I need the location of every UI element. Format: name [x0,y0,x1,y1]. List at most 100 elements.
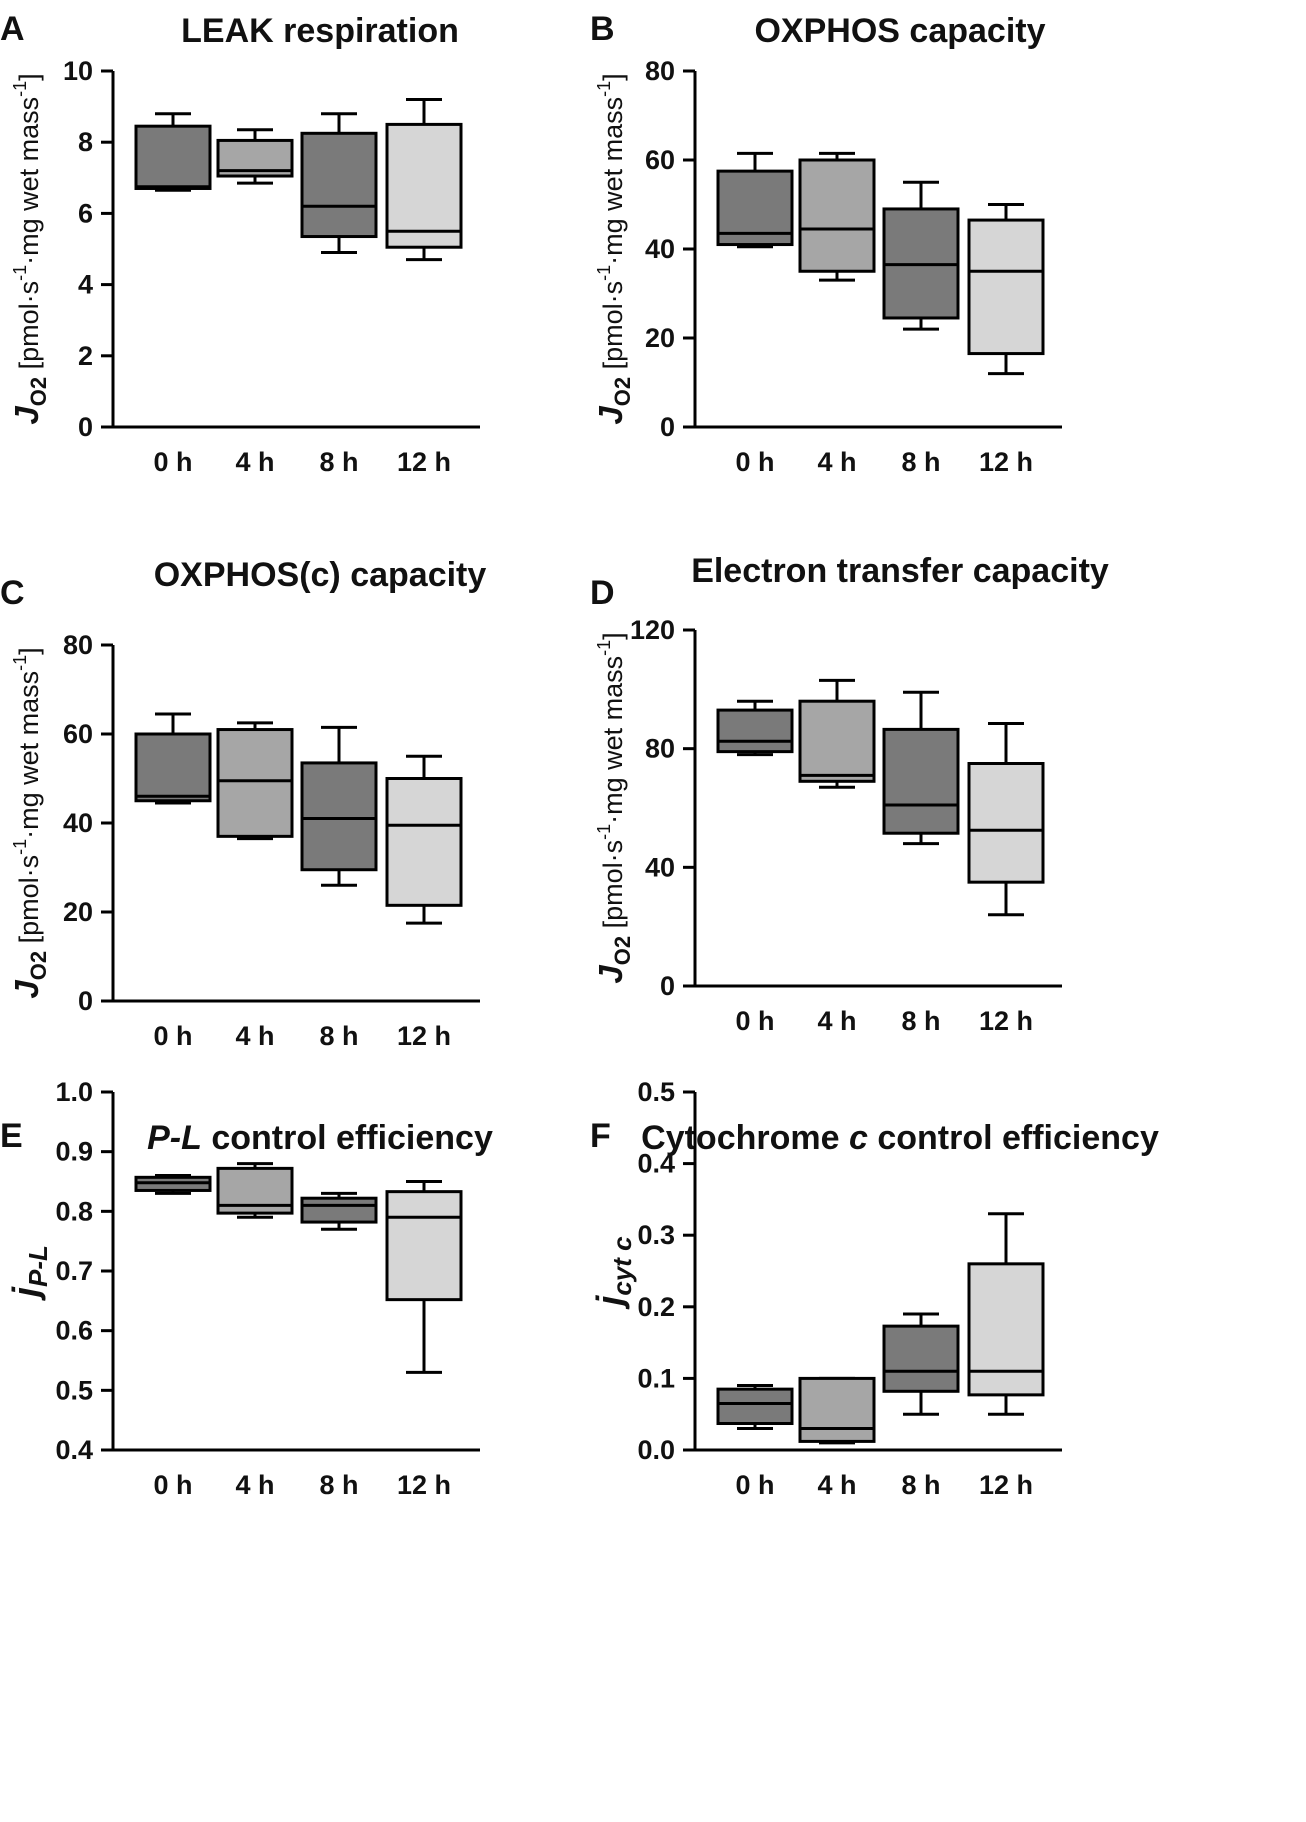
box-12h [967,721,1045,917]
y-tick-label: 0 [660,971,675,1001]
y-tick-label: 0.5 [637,1077,675,1107]
box-8h [882,180,960,331]
box-12h [385,1180,463,1374]
panel-b: B OXPHOS capacity 0 20 40 60 80 JO2 [pmol·s-1·m… [590,10,1062,477]
x-category-label: 4 h [817,1006,856,1036]
box-8h [300,112,378,255]
y-tick-label: 0 [660,412,675,442]
box-iqr [798,699,876,783]
panel-letter: B [590,10,615,48]
x-category-label: 4 h [817,447,856,477]
x-category-label: 8 h [319,1021,358,1051]
box-iqr [882,1324,960,1393]
y-tick-label: 60 [63,719,93,749]
y-tick-label: 0.2 [637,1292,675,1322]
box-12h [967,1212,1045,1416]
chart-title: OXPHOS(c) capacity [154,556,487,594]
chart-title: OXPHOS capacity [754,12,1045,50]
box-iqr [967,1262,1045,1397]
y-tick-label: 0.9 [55,1137,93,1167]
x-category-label: 0 h [735,447,774,477]
box-iqr [134,124,212,190]
y-tick-label: 10 [63,56,93,86]
box-iqr [716,1387,794,1426]
y-tick-label: 0.8 [55,1196,93,1226]
chart-title: Cytochrome c control efficiency [641,1119,1159,1157]
x-category-label: 0 h [153,447,192,477]
y-tick-label: 0.0 [637,1435,675,1465]
y-tick-label: 80 [645,734,675,764]
box-8h [882,690,960,846]
x-category-label: 0 h [153,1021,192,1051]
box-iqr [216,728,294,838]
box-0h [716,699,794,757]
x-category-label: 4 h [235,1021,274,1051]
x-category-label: 0 h [735,1470,774,1500]
y-tick-label: 0.5 [55,1375,93,1405]
y-tick-label: 40 [645,234,675,264]
y-tick-label: 0.3 [637,1220,675,1250]
y-axis-label: jP-L [5,1245,53,1301]
panel-f: F Cytochrome c control efficiency 0.0 0.1 0.… [589,1077,1159,1500]
x-category-label: 12 h [979,1470,1033,1500]
chart-title: Electron transfer capacity [691,552,1109,590]
panel-c: C OXPHOS(c) capacity 0 20 40 60 80 JO2 [pmol·s-… [0,556,486,1051]
y-tick-label: 0.6 [55,1316,93,1346]
x-category-label: 4 h [235,1470,274,1500]
y-tick-label: 60 [645,145,675,175]
panel-a: A LEAK respiration 0 2 4 6 8 10 JO2 [pmol·s-1·mg… [0,10,480,477]
y-tick-label: 20 [645,323,675,353]
y-tick-label: 6 [78,198,93,228]
box-12h [385,97,463,262]
box-iqr [967,762,1045,884]
box-4h [216,721,294,841]
box-iqr [300,761,378,872]
x-category-label: 12 h [979,1006,1033,1036]
box-iqr [716,708,794,754]
x-category-label: 8 h [901,1470,940,1500]
y-tick-label: 0 [78,986,93,1016]
x-category-label: 12 h [397,447,451,477]
box-iqr [798,1376,876,1443]
y-tick-label: 20 [63,897,93,927]
y-tick-label: 8 [78,127,93,157]
y-tick-label: 120 [630,615,675,645]
box-4h [216,1162,294,1219]
box-0h [716,1384,794,1431]
x-category-label: 8 h [901,447,940,477]
y-axis-label: JO2 [pmol·s-1·mg wet mass-1] [592,73,635,424]
y-tick-label: 40 [645,852,675,882]
y-tick-label: 80 [63,630,93,660]
y-tick-label: 0.4 [637,1149,675,1179]
x-category-label: 12 h [397,1021,451,1051]
x-category-label: 8 h [319,1470,358,1500]
box-iqr [134,732,212,803]
panel-letter: D [590,574,615,612]
box-iqr [967,218,1045,356]
y-axis-label: JO2 [pmol·s-1·mg wet mass-1] [8,73,51,424]
box-iqr [385,1190,463,1302]
y-tick-label: 4 [78,270,93,300]
box-iqr [300,1196,378,1224]
y-axis-label: JO2 [pmol·s-1·mg wet mass-1] [8,647,51,998]
box-iqr [798,158,876,273]
box-4h [798,151,876,282]
x-category-label: 0 h [153,1470,192,1500]
y-tick-label: 1.0 [55,1077,93,1107]
box-12h [967,203,1045,376]
box-8h [300,725,378,887]
y-axis-label: jcyt c [589,1236,637,1310]
box-0h [134,1174,212,1195]
panel-letter: E [0,1117,23,1155]
y-tick-label: 0 [78,412,93,442]
panel-e: E P-L control efficiency 0.4 0.5 0.6 0.7 0.8 0.… [0,1077,493,1500]
x-category-label: 12 h [979,447,1033,477]
x-category-label: 8 h [901,1006,940,1036]
y-tick-label: 0.4 [55,1435,93,1465]
box-8h [300,1191,378,1231]
x-category-label: 12 h [397,1470,451,1500]
box-0h [134,712,212,805]
chart-title: LEAK respiration [181,12,459,50]
